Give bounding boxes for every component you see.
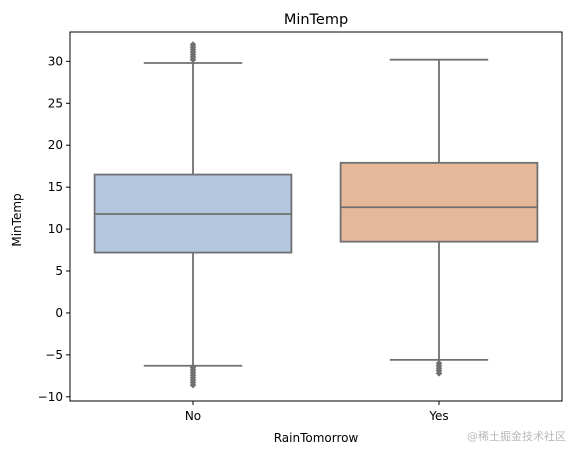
y-tick-label: 15: [48, 180, 63, 194]
chart-title: MinTemp: [284, 12, 348, 28]
outlier-point: [189, 381, 197, 389]
y-tick-label: 0: [55, 306, 63, 320]
plot-area: [69, 31, 563, 402]
y-tick-label: −5: [45, 348, 63, 362]
outlier-point: [189, 41, 197, 48]
x-tick-label: No: [185, 409, 201, 423]
y-tick-label: 25: [48, 96, 63, 110]
x-axis: No Yes: [185, 401, 449, 423]
y-tick-label: 5: [55, 264, 63, 278]
iqr-box: [339, 161, 539, 243]
x-axis-label: RainTomorrow: [274, 431, 359, 445]
watermark: @稀土掘金技术社区: [467, 429, 566, 443]
plot-frame: [69, 31, 563, 402]
y-tick-label: −10: [38, 390, 63, 404]
box-no: [93, 41, 293, 389]
y-tick-label: 10: [48, 222, 63, 236]
y-tick-label: 20: [48, 138, 63, 152]
y-tick-label: 30: [48, 54, 63, 68]
outlier-point: [435, 370, 443, 377]
y-axis: −10 −5 0 5 10 15 20 25 30: [38, 54, 70, 404]
y-axis-label: MinTemp: [10, 193, 24, 246]
x-tick-label: Yes: [428, 409, 448, 423]
box-yes: [339, 58, 539, 377]
